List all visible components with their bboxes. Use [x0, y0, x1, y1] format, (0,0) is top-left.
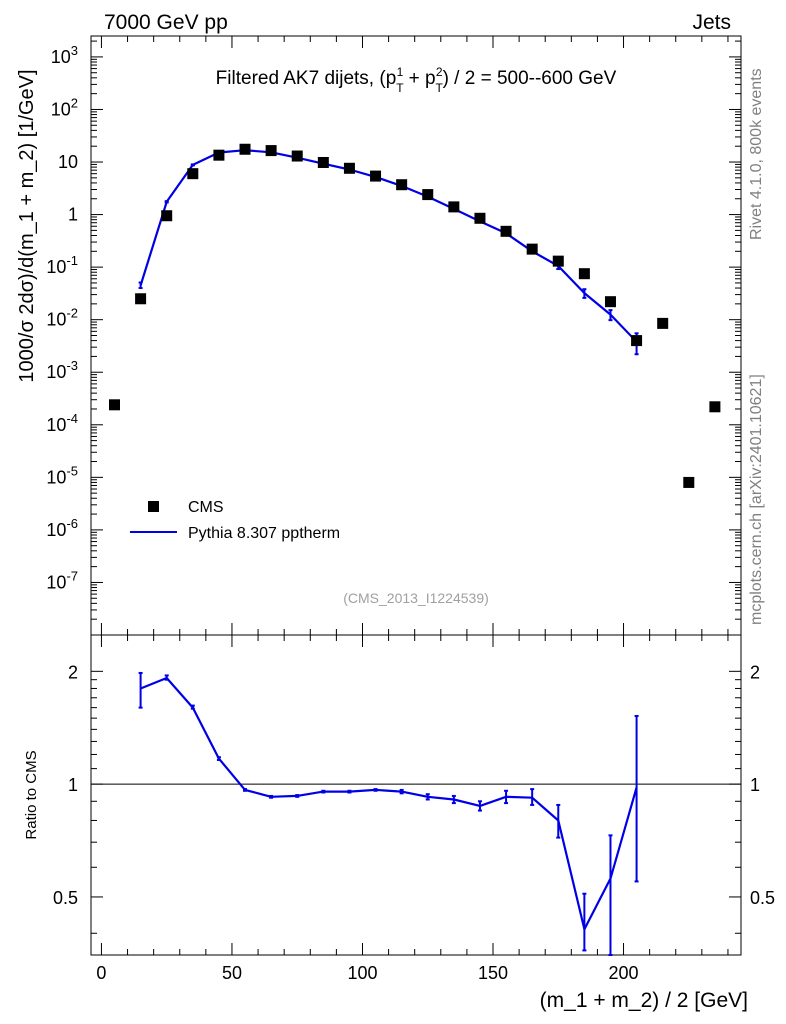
cms-data-point	[448, 201, 460, 213]
cms-data-point	[135, 293, 147, 305]
legend-cms-marker	[148, 501, 159, 512]
ratio-y-tick-label-left: 0.5	[53, 888, 78, 908]
title-sup2: 2	[436, 65, 443, 79]
main-series	[108, 143, 721, 488]
x-tick-label: 50	[222, 963, 242, 983]
cms-data-point	[239, 143, 251, 155]
cms-data-point	[396, 179, 408, 191]
legend: CMS Pythia 8.307 pptherm	[130, 499, 340, 542]
cms-data-point	[213, 149, 225, 161]
ratio-x-axis: 0 50 100 150 200	[96, 635, 729, 983]
x-tick-label: 100	[347, 963, 377, 983]
cms-data-point	[552, 255, 564, 267]
header-left-label: 7000 GeV pp	[104, 11, 228, 34]
mc-series-line	[139, 149, 638, 343]
cms-data-point	[370, 170, 382, 182]
main-y-tick-label: 10-6	[46, 516, 78, 540]
cms-data-point	[422, 189, 434, 201]
title-sup1: 1	[397, 65, 404, 79]
cms-data-point	[657, 317, 669, 329]
x-tick-label: 0	[96, 963, 106, 983]
title-plus: + p	[403, 68, 435, 89]
title-sub2: T	[436, 81, 444, 95]
watermark: (CMS_2013_I1224539)	[343, 590, 489, 606]
title-prefix: Filtered AK7 dijets, (p	[216, 68, 397, 89]
ratio-y-tick-label-right: 0.5	[750, 888, 775, 908]
main-y-tick-label: 10	[58, 152, 78, 172]
main-y-tick-label: 1	[68, 205, 78, 225]
main-y-tick-label: 10-3	[46, 358, 78, 382]
main-y-label: 1000/σ 2dσ)/d(m_1 + m_2) [1/GeV]	[16, 69, 38, 382]
mcplots-label: mcplots.cern.ch [arXiv:2401.10621]	[748, 374, 765, 625]
cms-data-point	[187, 168, 199, 180]
main-y-axis: 10-7 10-6 10-5 10-4 10-3 10-2 10-1 1 10 102 103	[46, 40, 741, 636]
ratio-y-tick-label-right: 1	[750, 775, 760, 795]
main-y-tick-label: 102	[51, 95, 78, 119]
main-y-tick-label: 10-2	[46, 306, 78, 330]
ratio-series	[138, 671, 639, 956]
main-y-tick-label: 10-5	[46, 463, 78, 487]
ratio-y-tick-label-left: 1	[68, 775, 78, 795]
main-y-tick-label: 10-4	[46, 411, 78, 435]
cms-data-point	[317, 156, 329, 168]
rivet-label: Rivet 4.1.0, 800k events	[748, 68, 765, 240]
ratio-y-label: Ratio to CMS	[23, 750, 40, 839]
main-plot-frame	[90, 35, 742, 636]
main-y-tick-label: 10-1	[46, 253, 78, 277]
cms-data-point	[683, 476, 695, 488]
cms-data-point	[474, 212, 486, 224]
cms-data-point	[709, 401, 721, 413]
ratio-panel: 0.5 0.5 1 1 2 2 0 50 100 150 200 Ratio to CMS (m_…	[23, 634, 775, 1012]
ratio-y-tick-label-left: 2	[68, 662, 78, 682]
ratio-plot-frame	[90, 634, 742, 956]
legend-cms-label: CMS	[188, 499, 224, 516]
cms-data-point	[526, 243, 538, 255]
legend-mc-label: Pythia 8.307 pptherm	[188, 525, 340, 542]
main-panel: 10-7 10-6 10-5 10-4 10-3 10-2 10-1 1 10 102 103 Fi…	[16, 35, 742, 636]
cms-data-point	[578, 268, 590, 280]
cms-data-point	[343, 162, 355, 174]
x-tick-label: 200	[609, 963, 639, 983]
ratio-y-tick-label-right: 2	[750, 662, 760, 682]
title-suffix: ) / 2 = 500--600 GeV	[443, 68, 617, 89]
title-sub1: T	[396, 81, 404, 95]
x-tick-label: 150	[478, 963, 508, 983]
cms-data-point	[604, 296, 616, 308]
cms-data-point	[161, 210, 173, 222]
cms-data-point	[108, 399, 120, 411]
cms-data-point	[500, 225, 512, 237]
ratio-y-axis: 0.5 0.5 1 1 2 2	[53, 662, 775, 934]
main-x-ticks	[100, 36, 729, 635]
cms-data-point	[265, 145, 277, 157]
header-right-label: Jets	[692, 11, 731, 34]
cms-data-point	[291, 150, 303, 162]
main-y-tick-label: 10-7	[46, 568, 78, 592]
main-y-tick-label: 103	[51, 43, 78, 67]
plot-title: Filtered AK7 dijets, (pT1 + pT2) / 2 = 5…	[216, 65, 617, 95]
cms-data-point	[631, 335, 643, 347]
x-axis-label: (m_1 + m_2) / 2 [GeV]	[540, 989, 748, 1012]
ratio-series-line	[140, 676, 638, 931]
